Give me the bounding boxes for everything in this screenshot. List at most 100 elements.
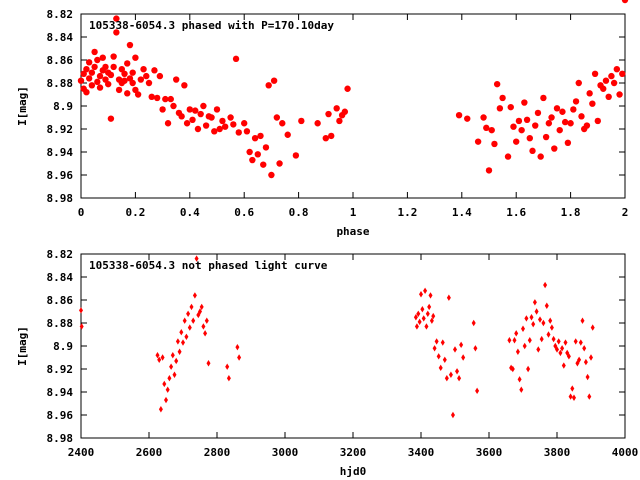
data-point	[157, 356, 162, 363]
data-point	[529, 314, 534, 321]
data-point	[158, 406, 163, 413]
y-tick-label: 8.96	[47, 409, 74, 422]
x-tick-label: 3600	[476, 446, 503, 459]
data-point	[219, 117, 226, 125]
data-point	[162, 380, 167, 388]
x-tick-label: 3000	[272, 446, 299, 459]
data-point	[189, 303, 194, 311]
data-point	[459, 341, 464, 349]
data-point	[173, 76, 180, 83]
data-point	[88, 82, 96, 89]
phased-light-curve-panel: 8.82 8.84 8.86 8.88 8.9 8.92 8.94 8.96 8.98 0 0.2…	[16, 0, 628, 238]
data-point	[602, 77, 610, 84]
data-point	[268, 171, 275, 179]
data-points-phased	[77, 0, 629, 179]
y-tick-label: 8.88	[47, 77, 74, 90]
data-point	[175, 338, 180, 345]
data-point	[170, 352, 175, 359]
data-point	[177, 348, 182, 355]
data-point	[526, 135, 533, 142]
x-tick-label: 1	[350, 206, 357, 219]
data-point	[578, 113, 585, 120]
data-point	[204, 317, 209, 324]
data-point	[522, 342, 527, 350]
data-point	[542, 133, 550, 141]
data-point	[548, 317, 553, 324]
y-tick-label: 8.98	[47, 432, 74, 445]
data-point	[586, 90, 593, 97]
data-point	[523, 116, 531, 124]
data-point	[167, 375, 172, 382]
data-point	[115, 86, 123, 94]
data-point	[91, 48, 98, 56]
y-tick-label: 8.92	[47, 123, 74, 136]
data-point	[545, 120, 553, 127]
data-point	[179, 329, 184, 336]
data-point	[450, 411, 455, 419]
data-point	[178, 113, 185, 120]
data-point	[616, 91, 623, 98]
y-tick-label: 8.92	[47, 363, 74, 376]
data-point	[448, 371, 453, 378]
data-point	[118, 66, 126, 73]
y-tick-label: 8.9	[53, 100, 73, 113]
data-point	[194, 125, 202, 133]
x-tick-label: 3200	[340, 446, 367, 459]
data-point	[148, 93, 155, 101]
data-point	[556, 338, 561, 345]
data-point	[322, 135, 329, 142]
data-point	[83, 66, 90, 73]
data-point	[457, 375, 462, 382]
data-point	[590, 324, 595, 331]
data-point	[328, 132, 335, 140]
data-point	[504, 153, 512, 160]
data-point	[194, 255, 199, 262]
data-point	[553, 105, 561, 112]
data-point	[464, 115, 471, 122]
data-point	[199, 303, 204, 311]
data-point	[333, 105, 340, 112]
data-point	[225, 363, 230, 370]
data-point	[273, 114, 281, 121]
data-point	[512, 337, 517, 344]
data-point	[566, 353, 571, 360]
data-point	[79, 307, 83, 314]
data-point	[471, 319, 476, 327]
data-point	[164, 396, 168, 404]
data-point	[155, 352, 160, 359]
data-point	[442, 356, 447, 363]
data-point	[572, 98, 580, 105]
data-point	[325, 110, 332, 118]
data-point	[600, 85, 607, 92]
data-point	[589, 100, 596, 107]
data-point	[99, 54, 106, 61]
data-point	[474, 138, 482, 145]
data-point	[521, 325, 525, 332]
data-point	[137, 76, 145, 83]
data-point	[531, 320, 536, 328]
x-axis-ticks-unphased: 2400 2600 2800 3000 3200 3400 3600 3800 4000	[68, 254, 638, 459]
data-point	[241, 120, 248, 127]
x-tick-label: 2600	[136, 446, 163, 459]
data-point	[491, 140, 498, 148]
data-point	[230, 121, 237, 128]
data-point	[538, 316, 542, 323]
data-point	[145, 79, 153, 87]
data-point	[515, 117, 523, 125]
x-tick-label: 0.4	[180, 206, 200, 219]
data-point	[186, 310, 191, 317]
data-point	[126, 75, 134, 82]
data-point	[165, 386, 170, 393]
data-point	[532, 122, 539, 129]
data-point	[434, 338, 439, 345]
data-point	[527, 337, 532, 344]
data-point	[577, 356, 582, 363]
data-point	[249, 156, 256, 164]
data-point	[575, 79, 582, 87]
data-point	[515, 348, 520, 355]
data-point	[507, 337, 512, 344]
data-point	[563, 339, 568, 346]
x-tick-label: 0	[78, 206, 85, 219]
data-point	[518, 126, 525, 134]
